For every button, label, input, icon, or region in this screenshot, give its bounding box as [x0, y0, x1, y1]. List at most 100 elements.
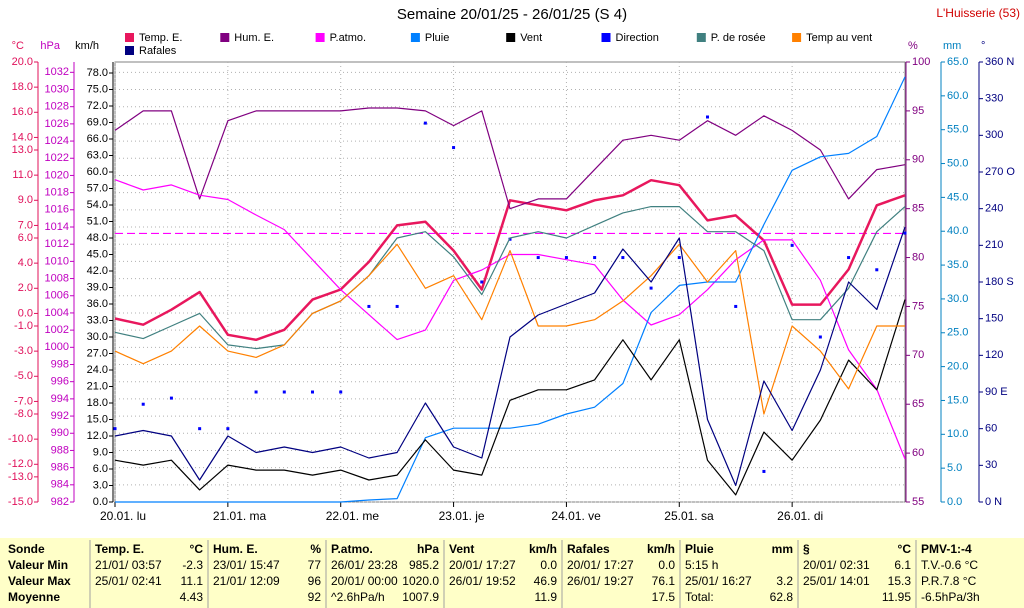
y-tick-label: 3.0 [93, 479, 108, 491]
cell-left: 25/01/ 16:27 [685, 574, 752, 588]
y-tick-label: 1014 [45, 221, 69, 233]
table-corner: Sonde [8, 542, 45, 556]
y-tick-label: 30.0 [947, 293, 968, 305]
cell-left: 25/01/ 14:01 [803, 574, 870, 588]
cell-left: ^2.6hPa/h [331, 590, 385, 604]
row-label: Valeur Max [8, 574, 71, 588]
y-tick-label: 0.0 [947, 496, 962, 508]
x-tick-label: 26.01. di [777, 509, 823, 523]
y-tick-label: -1.0 [14, 320, 33, 332]
y-tick-label: 33.0 [87, 314, 108, 326]
y-tick-label: 240 [985, 203, 1003, 215]
series-line [114, 243, 905, 415]
group-title: Pluie [685, 542, 714, 556]
y-tick-label: -15.0 [8, 496, 33, 508]
direction-dot [311, 390, 314, 394]
axis-unit: % [908, 40, 918, 52]
y-tick-label: 95 [912, 105, 924, 117]
y-tick-label: 210 [985, 239, 1003, 251]
y-tick-label: 11.0 [12, 169, 33, 181]
y-tick-label: 20.0 [12, 56, 33, 68]
cell-value: 1020.0 [402, 574, 439, 588]
cell-left: 20/01/ 00:00 [331, 574, 398, 588]
cell-value: 96 [308, 574, 322, 588]
y-tick-label: 1002 [45, 324, 69, 336]
y-tick-label: 25.0 [947, 327, 968, 339]
y-tick-label: 990 [51, 427, 69, 439]
group-title: Hum. E. [213, 542, 258, 556]
legend-swatch [125, 46, 134, 55]
y-tick-label: 9.0 [18, 194, 33, 206]
direction-dot [226, 427, 230, 431]
x-tick-label: 22.01. me [326, 509, 380, 523]
y-tick-label: 30 [985, 459, 997, 471]
direction-dot [480, 280, 484, 284]
y-tick-label: 1032 [45, 66, 69, 78]
cell-left: -6.5hPa/3h [921, 590, 980, 604]
legend-label: P.atmo. [330, 32, 367, 44]
legend-label: Temp. E. [139, 32, 182, 44]
axis-unit: ° [981, 40, 985, 52]
cell-left: 20/01/ 02:31 [803, 558, 870, 572]
y-tick-label: 18.0 [87, 397, 108, 409]
y-tick-label: 50.0 [947, 157, 968, 169]
direction-dot [790, 243, 794, 247]
y-tick-label: 9.0 [93, 446, 108, 458]
y-tick-label: -7.0 [14, 395, 33, 407]
y-tick-label: 85 [912, 203, 924, 215]
direction-dot [198, 427, 202, 431]
y-tick-label: 35.0 [947, 259, 968, 271]
y-tick-label: -3.0 [14, 345, 33, 357]
legend-label: Vent [520, 32, 542, 44]
y-tick-label: 994 [51, 393, 69, 405]
group-unit: mm [772, 542, 793, 556]
y-tick-label: 0 N [985, 496, 1002, 508]
y-tick-label: 998 [51, 358, 69, 370]
y-tick-label: 69.0 [87, 116, 108, 128]
y-tick-label: 24.0 [87, 364, 108, 376]
cell-value: 11.95 [882, 590, 911, 604]
direction-dot [423, 121, 427, 125]
y-tick-label: 45.0 [87, 248, 108, 260]
y-tick-label: 1016 [45, 204, 69, 216]
y-tick-label: -8.0 [14, 408, 33, 420]
y-tick-label: 1012 [45, 238, 69, 250]
cell-left: 20/01/ 17:27 [449, 558, 516, 572]
cell-left: 20/01/ 17:27 [567, 558, 634, 572]
y-tick-label: 982 [51, 496, 69, 508]
cell-left: 26/01/ 19:27 [567, 574, 634, 588]
y-tick-label: 6.0 [18, 232, 33, 244]
y-tick-label: 13.0 [12, 144, 33, 156]
y-tick-label: 1026 [45, 118, 69, 130]
group-title: PMV-1:-4 [921, 542, 972, 556]
y-tick-label: 18.0 [12, 81, 33, 93]
direction-dot [593, 256, 597, 260]
cell-value: 0.0 [658, 558, 675, 572]
cell-left: 21/01/ 12:09 [213, 574, 280, 588]
y-tick-label: 63.0 [87, 149, 108, 161]
y-tick-label: 7.0 [18, 219, 33, 231]
y-tick-label: 1030 [45, 83, 69, 95]
x-tick-label: 23.01. je [439, 509, 485, 523]
y-tick-label: 27.0 [87, 347, 108, 359]
y-tick-label: 996 [51, 376, 69, 388]
direction-dot [169, 396, 173, 400]
cell-value: 62.8 [770, 590, 794, 604]
series-line [114, 107, 906, 210]
y-tick-label: 60.0 [87, 166, 108, 178]
y-tick-label: 1004 [45, 307, 69, 319]
series-line [114, 226, 906, 487]
y-tick-label: 1006 [45, 290, 69, 302]
direction-dot [452, 146, 456, 150]
y-tick-label: 60.0 [947, 90, 968, 102]
y-tick-label: 39.0 [87, 281, 108, 293]
legend-label: Hum. E. [234, 32, 274, 44]
legend-swatch [410, 33, 420, 42]
y-tick-label: 270 O [985, 166, 1015, 178]
legend-swatch [506, 33, 516, 42]
axis-unit: mm [943, 40, 961, 52]
series-line [114, 178, 906, 342]
y-tick-label: 90 [912, 154, 924, 166]
